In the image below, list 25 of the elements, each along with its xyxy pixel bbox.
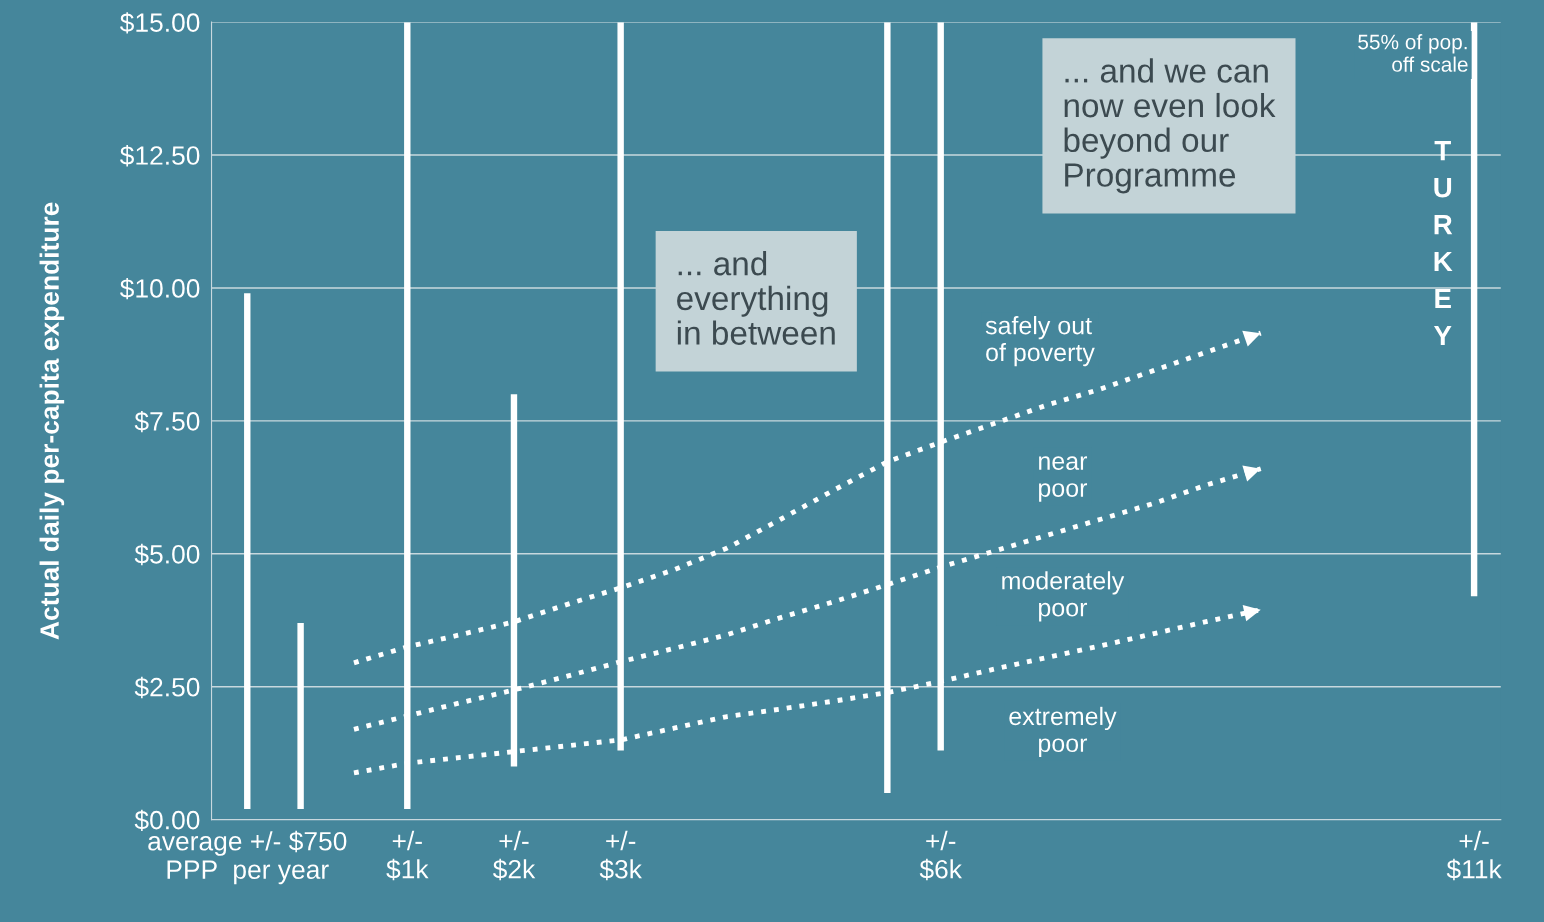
x-tick-label: +/- $2k: [492, 830, 536, 881]
y-tick-label: $5.00: [134, 543, 200, 566]
y-tick-label: $12.50: [120, 145, 200, 167]
annotation: moderately poor: [1002, 571, 1125, 622]
x-tick-label: +/- $11k: [1446, 830, 1502, 881]
y-tick-label: $2.50: [134, 676, 200, 699]
annotation: near poor: [1039, 456, 1088, 502]
bar: [1470, 22, 1478, 597]
x-tick-label: +/- $1k: [386, 830, 429, 881]
annotation: extremely poor: [1009, 706, 1117, 758]
annotation: safely out of poverty: [985, 316, 1095, 367]
annotation: 55% of pop. off scale: [1358, 34, 1468, 72]
y-axis-title: Actual daily per-capita expenditure: [39, 202, 65, 640]
x-tick-label: average +/- $750 PPP per year: [148, 830, 347, 885]
x-tick-label: +/- $6k: [919, 830, 962, 881]
y-tick-label: $7.50: [134, 410, 200, 433]
annotation: TURKEY: [1433, 141, 1453, 346]
y-tick-label: $0.00: [134, 809, 200, 832]
bar: [297, 622, 304, 810]
annotation: ... and everything in between: [677, 251, 835, 345]
bar: [244, 293, 251, 810]
y-tick-label: $15.00: [120, 12, 200, 34]
annotation: ... and we can now even look beyond our Programme: [1064, 58, 1276, 194]
y-tick-label: $10.00: [120, 278, 200, 300]
x-tick-label: +/- $3k: [599, 830, 642, 881]
